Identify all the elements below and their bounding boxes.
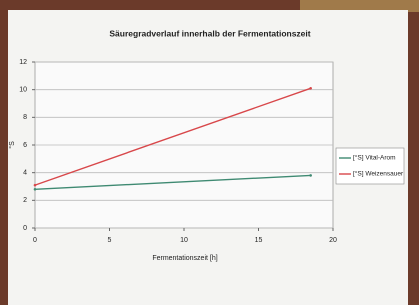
y-tick-label: 2 — [23, 197, 27, 204]
y-tick-label: 12 — [19, 59, 27, 66]
point — [34, 188, 37, 191]
legend-box — [336, 148, 404, 184]
point — [309, 87, 312, 90]
y-axis-label: °S — [8, 141, 16, 149]
y-tick-label: 6 — [23, 142, 27, 149]
legend-label: [°S] Weizensauer — [353, 170, 404, 178]
screenshot: Säuregradverlauf innerhalb der Fermentat… — [0, 0, 419, 305]
x-tick-label: 0 — [33, 237, 37, 244]
point — [309, 174, 312, 177]
point — [34, 184, 37, 187]
y-tick-label: 10 — [19, 87, 27, 94]
chart-title: Säuregradverlauf innerhalb der Fermentat… — [109, 28, 310, 38]
y-tick-label: 4 — [23, 170, 27, 177]
x-tick-label: 15 — [255, 237, 263, 244]
y-tick-label: 8 — [23, 114, 27, 121]
legend-label: [°S] Vital-Arom — [353, 154, 396, 162]
y-tick-label: 0 — [23, 225, 27, 232]
x-tick-label: 5 — [108, 237, 112, 244]
x-axis-label: Fermentationszeit [h] — [152, 255, 217, 262]
x-tick-label: 10 — [180, 237, 188, 244]
x-tick-label: 20 — [329, 237, 337, 244]
